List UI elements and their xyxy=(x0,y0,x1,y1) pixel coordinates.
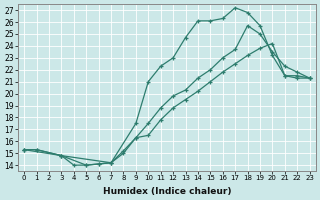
X-axis label: Humidex (Indice chaleur): Humidex (Indice chaleur) xyxy=(103,187,231,196)
